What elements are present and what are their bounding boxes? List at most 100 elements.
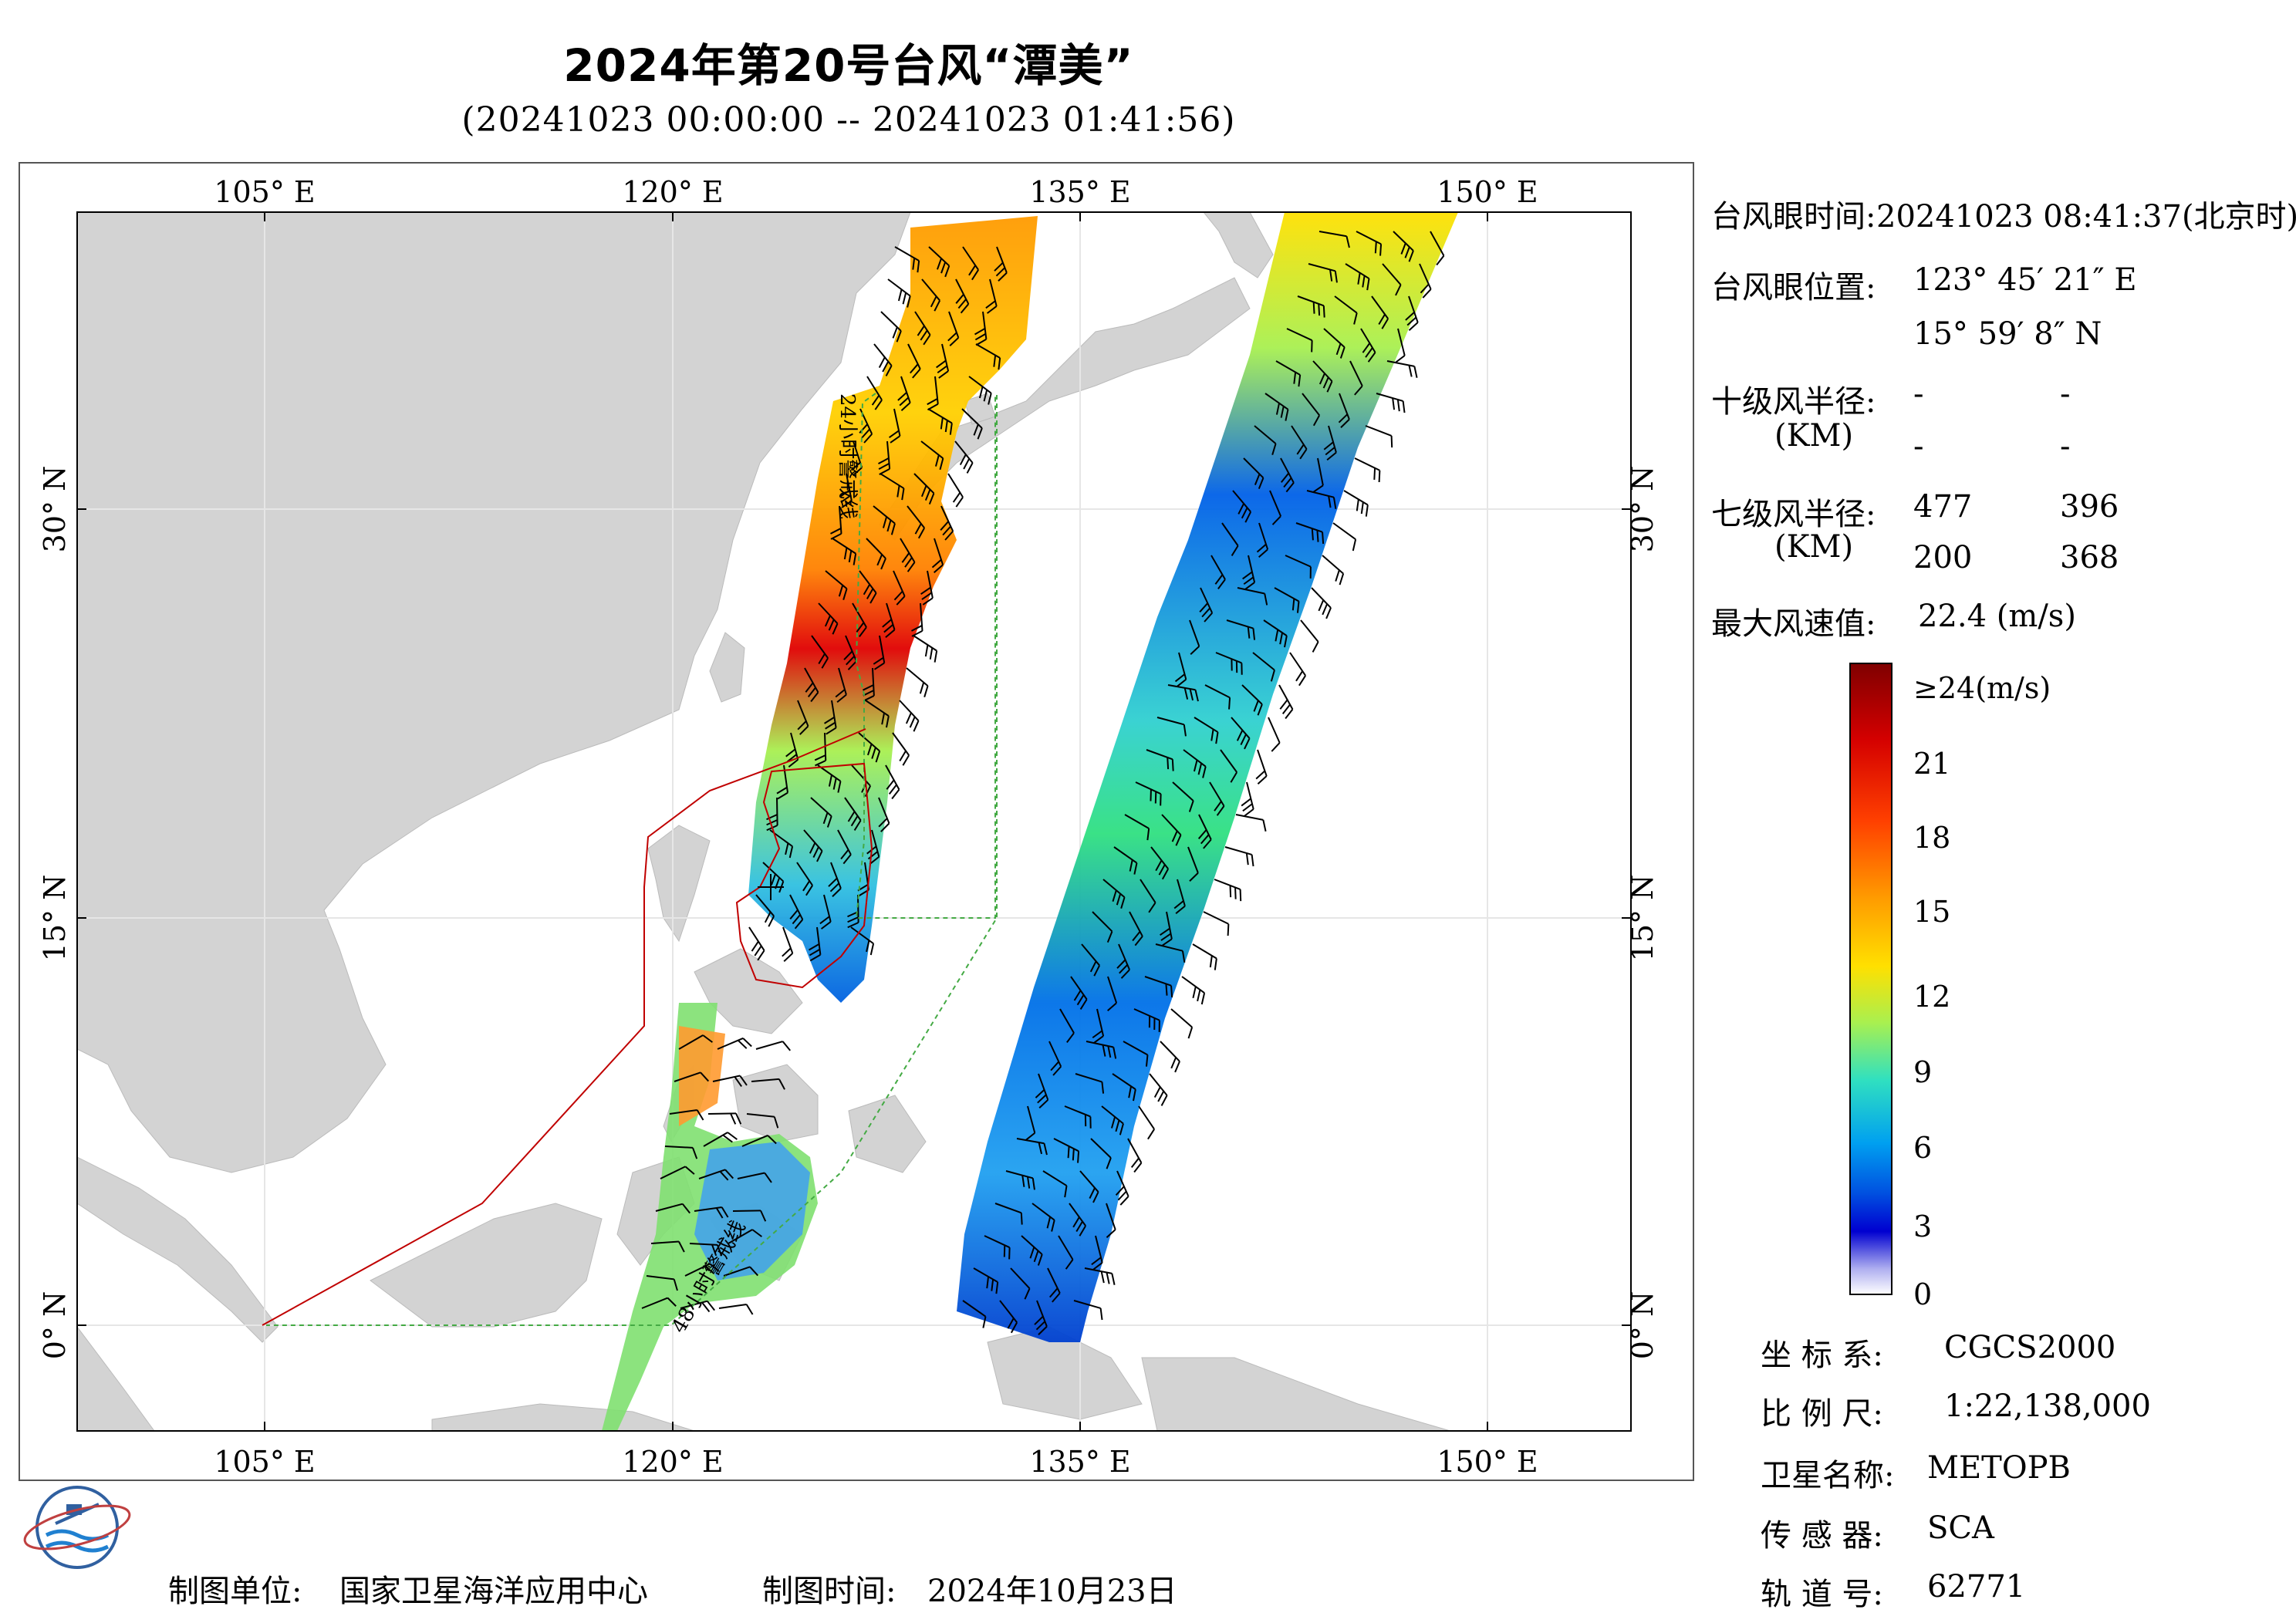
- wind-barb: [1312, 457, 1324, 493]
- wind-barb: [1300, 619, 1319, 653]
- wind-barb: [1275, 360, 1302, 387]
- wind-barb: [1256, 522, 1269, 558]
- wind-barb: [1263, 619, 1288, 648]
- wind-barb: [1160, 911, 1173, 946]
- wind-barb: [1183, 749, 1207, 778]
- map-border: [76, 211, 1632, 1432]
- wind-barb: [1116, 943, 1130, 979]
- wind-barb: [1181, 976, 1206, 1005]
- wind-barb: [664, 1146, 698, 1159]
- wind-barb: [1349, 360, 1363, 396]
- r7-value-ne: 477: [1913, 489, 1973, 525]
- wind-barb: [1032, 1203, 1055, 1232]
- wind-barb: [1127, 1138, 1143, 1173]
- colorbar-label-21: 21: [1913, 747, 1951, 781]
- wind-barb: [698, 1169, 734, 1181]
- wind-barb: [1280, 457, 1295, 493]
- wind-barb: [1194, 717, 1219, 744]
- wind-barb: [1138, 1105, 1155, 1140]
- wind-barb: [1170, 1008, 1194, 1039]
- wind-barb: [843, 635, 857, 670]
- wind-barb: [900, 538, 916, 572]
- wind-barb: [1215, 652, 1243, 675]
- wind-barb: [1235, 814, 1267, 832]
- wind-barb: [723, 1266, 759, 1277]
- wind-barb: [1092, 911, 1113, 943]
- wind-barb: [1058, 1235, 1074, 1270]
- wind-barb: [1112, 1073, 1136, 1102]
- wind-barb: [755, 894, 775, 927]
- colorbar-label-3: 3: [1913, 1210, 1933, 1243]
- wind-barb: [961, 408, 983, 440]
- wind-barb: [748, 926, 765, 961]
- wind-barb: [873, 343, 893, 376]
- wind-barb: [809, 926, 822, 962]
- orbit-value: 62771: [1927, 1569, 2026, 1604]
- wind-barb: [717, 1038, 752, 1050]
- wind-barb: [1090, 1138, 1112, 1169]
- wind-barb: [1173, 879, 1186, 915]
- wind-barb: [732, 1210, 767, 1222]
- wind-barb: [1081, 943, 1101, 977]
- wind-barb: [894, 246, 920, 273]
- map-title: 2024年第20号台风“潭美”: [563, 39, 1134, 92]
- wind-barb: [1269, 490, 1281, 525]
- wind-barb: [1204, 684, 1231, 710]
- wind-barb: [1254, 425, 1277, 456]
- wind-barb: [1146, 749, 1174, 771]
- wind-barb: [707, 1112, 742, 1125]
- wind-barb: [1332, 522, 1357, 552]
- colorbar-label-18: 18: [1913, 821, 1951, 855]
- lon-label-top-135: 135° E: [1029, 175, 1130, 209]
- wind-barb: [1073, 1300, 1103, 1321]
- wind-barb: [936, 343, 950, 379]
- wind-barb: [1172, 781, 1194, 812]
- wind-barb: [1091, 1235, 1103, 1270]
- wind-barb: [718, 1303, 754, 1315]
- wind-barb: [785, 732, 799, 768]
- wind-barb: [1371, 295, 1389, 329]
- r10-value-se: -: [2060, 376, 2071, 412]
- wind-barb: [678, 1034, 713, 1050]
- wind-barb: [660, 1166, 695, 1179]
- production-time-label: 制图时间:: [762, 1574, 896, 1609]
- scale-value: 1:22,138,000: [1944, 1388, 2151, 1424]
- wind-barb: [907, 505, 926, 539]
- wind-barb: [1322, 555, 1345, 585]
- wind-barb: [819, 894, 832, 930]
- wind-barb: [1155, 943, 1186, 963]
- wind-barb: [811, 635, 829, 669]
- wind-barb: [712, 1075, 748, 1087]
- wind-barb: [1343, 490, 1369, 517]
- wind-barb: [782, 926, 794, 962]
- wind-barb: [882, 602, 896, 639]
- wind-barb: [880, 473, 905, 501]
- wind-barb: [804, 667, 819, 703]
- wind-barb: [1226, 619, 1256, 640]
- wind-barb: [1025, 1105, 1036, 1141]
- r7-value-nw: 368: [2060, 540, 2119, 575]
- wind-barb: [832, 538, 857, 565]
- wind-barb: [899, 700, 920, 732]
- wind-barb: [940, 505, 954, 541]
- colorbar: [1849, 663, 1893, 1295]
- wind-barb: [999, 1300, 1018, 1334]
- wind-barb: [1338, 393, 1350, 428]
- lat-label-left-15: 15° N: [38, 875, 72, 962]
- wind-barb: [955, 278, 970, 314]
- wind-barb: [974, 311, 988, 346]
- wind-barb: [921, 278, 941, 312]
- soa-logo: [23, 1486, 131, 1569]
- wind-barb: [755, 1041, 792, 1051]
- wind-barb: [766, 797, 778, 832]
- lat-label-right-30: 30° N: [1626, 466, 1660, 553]
- wind-barb: [1102, 879, 1126, 909]
- colorbar-label-12: 12: [1913, 980, 1951, 1014]
- producer-value: 国家卫星海洋应用中心: [339, 1574, 648, 1609]
- wind-barb: [1224, 846, 1254, 867]
- colorbar-label-15: 15: [1913, 895, 1951, 929]
- eye-latitude: 15° 59′ 8″ N: [1913, 316, 2102, 352]
- eye-position-label: 台风眼位置:: [1711, 270, 1876, 305]
- wind-barb: [1113, 846, 1138, 875]
- wind-barb: [984, 1235, 1011, 1260]
